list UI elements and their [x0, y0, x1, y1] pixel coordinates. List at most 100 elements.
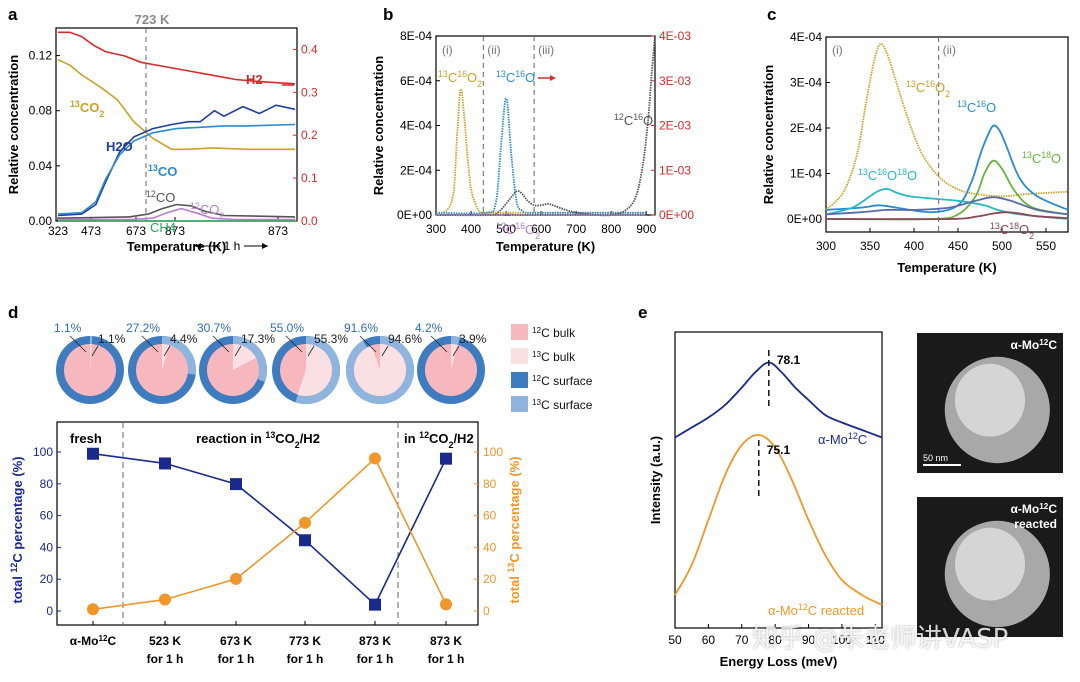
text-part: C: [541, 326, 550, 340]
series-label-c-13C16O: 13C16O: [957, 99, 996, 115]
region-label-c: (i): [832, 43, 843, 57]
x-tick-label-c: 550: [1036, 239, 1056, 253]
x-category-label-d: 523 K: [149, 634, 181, 648]
phase-label-reaction: reaction in 13CO2/H2: [196, 430, 320, 450]
y-right-tick-label-a: 0.0: [301, 214, 318, 228]
y-right-tick-label-b: 3E-03: [659, 74, 691, 88]
legend-label-d: 13C bulk: [532, 350, 576, 365]
series-line-e: [674, 361, 883, 439]
text-part: 18: [897, 167, 907, 177]
text-part: 18: [1009, 221, 1019, 231]
y-right-tick-label-d: 100: [483, 445, 503, 459]
text-part: for 1 h: [357, 652, 394, 666]
x-axis-label-b: Temperature (K): [496, 239, 595, 254]
text-part: H2O: [106, 139, 133, 154]
text-part: C: [1048, 502, 1057, 516]
plot-frame-b: [435, 35, 656, 216]
text-part: O: [525, 70, 535, 85]
text-part: 12: [532, 326, 542, 335]
text-part: reacted: [817, 603, 864, 618]
text-part: O: [935, 80, 945, 95]
x-tick-label-e: 110: [866, 633, 885, 647]
series-label-c-13C16O18O: 13C16O18O: [858, 167, 917, 183]
text-part: 12: [848, 431, 858, 441]
y-tick-label-d: 0: [46, 604, 53, 618]
legend-label-d: 12C surface: [532, 374, 593, 389]
series-line-b-12C16O2: [435, 212, 647, 216]
text-part: 13: [532, 398, 542, 407]
text-part: O: [209, 202, 219, 217]
text-part: 13: [265, 430, 275, 440]
text-part: C: [156, 190, 165, 205]
data-point-d-13C: [159, 593, 171, 606]
series-label-13CO2: 13CO2: [70, 99, 104, 119]
text-part: 12: [190, 201, 200, 211]
text-part: α-Mo: [818, 432, 848, 447]
pie-bulk-13C: [297, 344, 332, 396]
x-tick-label-e: 90: [802, 633, 816, 647]
text-part: C: [858, 432, 867, 447]
pie-leader-line: [285, 335, 303, 353]
text-part: 2: [535, 231, 540, 241]
text-part: O: [525, 222, 535, 237]
y-tick-label-d: 20: [40, 572, 54, 586]
data-point-d-12C: [440, 452, 452, 465]
y-right-tick-label-b: 2E-03: [659, 119, 691, 133]
x-tick-label-e: 70: [735, 633, 749, 647]
series-label-12CO2: 12CO2: [190, 201, 224, 221]
legend-swatch-d: [511, 396, 528, 412]
series-line-b-13C16O2: [435, 88, 647, 215]
x-tick-label-e: 50: [668, 633, 682, 647]
y-tick-label-d: 40: [40, 540, 54, 554]
pie-bulk-13C-label: 4.4%: [170, 332, 198, 346]
text-part: 13: [957, 99, 967, 109]
x-category-label-d: α-Mo12C: [70, 634, 117, 649]
text-part: in: [404, 431, 419, 446]
pie-surface-13C-label: 4.2%: [415, 321, 443, 335]
y-right-tick-label-d: 0: [483, 604, 490, 618]
series-line-d-12C: [92, 452, 447, 606]
text-part: 2: [99, 109, 104, 119]
series-line-a-13CO2: [57, 58, 295, 151]
text-part: 773 K: [289, 634, 321, 648]
region-label-b: (iii): [538, 43, 554, 57]
x-tick-label-c: 300: [816, 239, 836, 253]
text-part: 873 K: [430, 634, 462, 648]
text-part: 873 K: [359, 634, 391, 648]
y-right-tick-label-d: 60: [483, 509, 497, 523]
x-tick-label-a: 473: [81, 224, 101, 238]
legend-swatch-d: [511, 372, 528, 388]
text-part: C: [624, 113, 633, 128]
series-label-13CO: 13CO: [148, 163, 177, 179]
x-axis-label-a: Temperature (K): [127, 239, 226, 254]
text-part: O: [643, 113, 653, 128]
micrograph-label: reacted: [1014, 517, 1057, 531]
text-part: 16: [925, 79, 935, 89]
y-tick-label-c: 2E-04: [790, 121, 822, 135]
text-part: for 1 h: [147, 652, 184, 666]
micrograph-reacted-particle: [944, 520, 1050, 628]
series-line-b-12C16O: [435, 35, 656, 217]
x-tick-label-e: 80: [768, 633, 782, 647]
series-line-b-13C16O: [435, 97, 647, 215]
pie-leader-line: [163, 345, 171, 357]
text-part: bulk: [550, 350, 576, 364]
text-part: C: [429, 431, 439, 446]
y-right-tick-label-a: 0.3: [301, 85, 318, 99]
peak-label-e: 75.1: [767, 443, 791, 457]
pie-leader-line: [452, 345, 460, 357]
text-part: 12: [419, 430, 429, 440]
text-part: O: [986, 100, 996, 115]
peak-label-e: 78.1: [777, 353, 801, 367]
panel-letter-d: d: [8, 303, 18, 322]
particle-highlight: [954, 363, 1026, 437]
text-part: O: [887, 168, 897, 183]
y-axis-label-b: Relative concentration: [371, 56, 386, 195]
text-part: for 1 h: [218, 652, 255, 666]
micrograph-label: α-Mo12C: [1011, 502, 1058, 517]
x-category-label-d: for 1 h: [218, 652, 255, 666]
y-axis-label-e: Intensity (a.u.): [648, 436, 663, 524]
text-part: O: [438, 431, 448, 446]
pie-bulk-13C-label: 17.3%: [241, 332, 275, 346]
pie-bulk-13C-label: 55.3%: [314, 332, 348, 346]
